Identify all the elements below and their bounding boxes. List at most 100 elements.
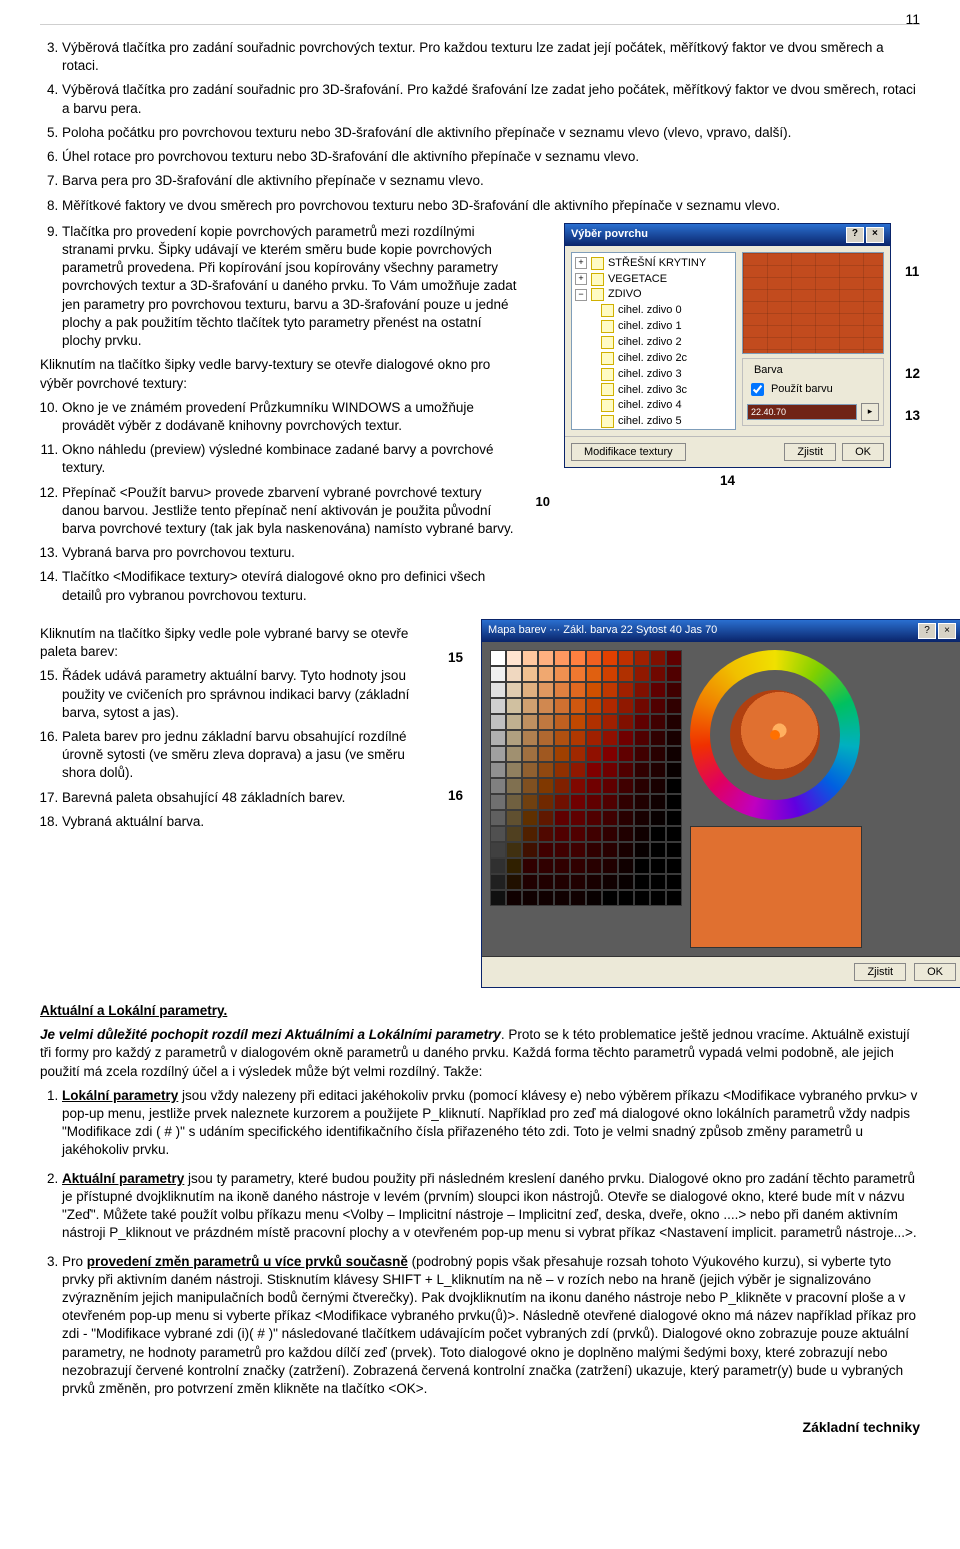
palette-cell[interactable] [602,842,618,858]
palette-cell[interactable] [586,874,602,890]
palette-cell[interactable] [586,650,602,666]
palette-cell[interactable] [650,794,666,810]
palette-cell[interactable] [490,890,506,906]
palette-cell[interactable] [634,746,650,762]
palette-cell[interactable] [618,698,634,714]
palette-cell[interactable] [490,874,506,890]
tree-leaf[interactable]: cihel. zdivo 5 [618,414,682,429]
palette-cell[interactable] [650,746,666,762]
palette-cell[interactable] [490,826,506,842]
palette-cell[interactable] [490,810,506,826]
palette-cell[interactable] [586,762,602,778]
palette-cell[interactable] [570,794,586,810]
palette-cell[interactable] [666,730,682,746]
palette-cell[interactable] [538,714,554,730]
palette-cell[interactable] [538,874,554,890]
modify-texture-button[interactable]: Modifikace textury [571,443,686,461]
palette-cell[interactable] [538,746,554,762]
palette-cell[interactable] [506,842,522,858]
palette-cell[interactable] [586,682,602,698]
palette-cell[interactable] [666,650,682,666]
tree-leaf[interactable]: cihel. zdivo 3c [618,383,687,398]
palette-cell[interactable] [570,746,586,762]
palette-cell[interactable] [538,650,554,666]
palette-cell[interactable] [618,730,634,746]
palette-cell[interactable] [602,714,618,730]
palette-cell[interactable] [554,650,570,666]
palette-cell[interactable] [522,890,538,906]
hue-wheel[interactable] [690,650,860,820]
palette-cell[interactable] [538,810,554,826]
palette-cell[interactable] [490,794,506,810]
help-icon[interactable]: ? [918,623,936,639]
ok-button[interactable]: OK [842,443,884,461]
palette-cell[interactable] [666,858,682,874]
palette-cell[interactable] [634,826,650,842]
palette-cell[interactable] [650,762,666,778]
tree-node[interactable]: VEGETACE [608,272,667,287]
palette-cell[interactable] [618,666,634,682]
palette-cell[interactable] [570,714,586,730]
palette-cell[interactable] [618,650,634,666]
palette-cell[interactable] [570,650,586,666]
palette-cell[interactable] [538,794,554,810]
palette-cell[interactable] [618,762,634,778]
ok-button-2[interactable]: OK [914,963,956,981]
palette-cell[interactable] [490,858,506,874]
palette-cell[interactable] [522,810,538,826]
palette-cell[interactable] [554,794,570,810]
palette-cell[interactable] [506,682,522,698]
palette-cell[interactable] [634,842,650,858]
palette-cell[interactable] [586,842,602,858]
palette-cell[interactable] [570,698,586,714]
palette-cell[interactable] [554,874,570,890]
tree-leaf[interactable]: cihel. zdivo 0 [618,303,682,318]
palette-cell[interactable] [554,698,570,714]
tree-leaf[interactable]: cihel. zdivo 2 [618,335,682,350]
palette-cell[interactable] [634,810,650,826]
palette-cell[interactable] [522,714,538,730]
palette-cell[interactable] [602,650,618,666]
palette-cell[interactable] [650,890,666,906]
palette-cell[interactable] [586,858,602,874]
palette-cell[interactable] [650,682,666,698]
palette-cell[interactable] [602,890,618,906]
palette-cell[interactable] [586,666,602,682]
palette-cell[interactable] [506,746,522,762]
palette-cell[interactable] [506,858,522,874]
tree-leaf[interactable]: cihel. zdivo 1 [618,319,682,334]
tree-node[interactable]: ZDIVO [608,287,642,302]
tree-leaf[interactable]: cihel. zdivo 4 [618,398,682,413]
palette-cell[interactable] [666,890,682,906]
palette-cell[interactable] [538,730,554,746]
palette-cell[interactable] [506,650,522,666]
palette-cell[interactable] [618,858,634,874]
use-color-checkbox[interactable]: Použít barvu [747,380,879,399]
palette-cell[interactable] [618,794,634,810]
palette-cell[interactable] [666,714,682,730]
find-button-2[interactable]: Zjistit [854,963,906,981]
palette-cell[interactable] [634,650,650,666]
palette-cell[interactable] [554,842,570,858]
palette-cell[interactable] [522,666,538,682]
palette-cell[interactable] [666,778,682,794]
palette-cell[interactable] [602,810,618,826]
palette-cell[interactable] [650,666,666,682]
palette-cell[interactable] [554,714,570,730]
palette-cell[interactable] [634,778,650,794]
palette-cell[interactable] [522,650,538,666]
palette-cell[interactable] [602,746,618,762]
palette-cell[interactable] [666,682,682,698]
palette-cell[interactable] [618,746,634,762]
palette-cell[interactable] [618,714,634,730]
palette-cell[interactable] [554,746,570,762]
palette-cell[interactable] [634,858,650,874]
palette-cell[interactable] [602,874,618,890]
palette-cell[interactable] [506,762,522,778]
close-icon[interactable]: × [866,227,884,243]
palette-cell[interactable] [570,778,586,794]
palette-cell[interactable] [522,778,538,794]
palette-cell[interactable] [538,858,554,874]
palette-cell[interactable] [554,666,570,682]
palette-cell[interactable] [538,762,554,778]
